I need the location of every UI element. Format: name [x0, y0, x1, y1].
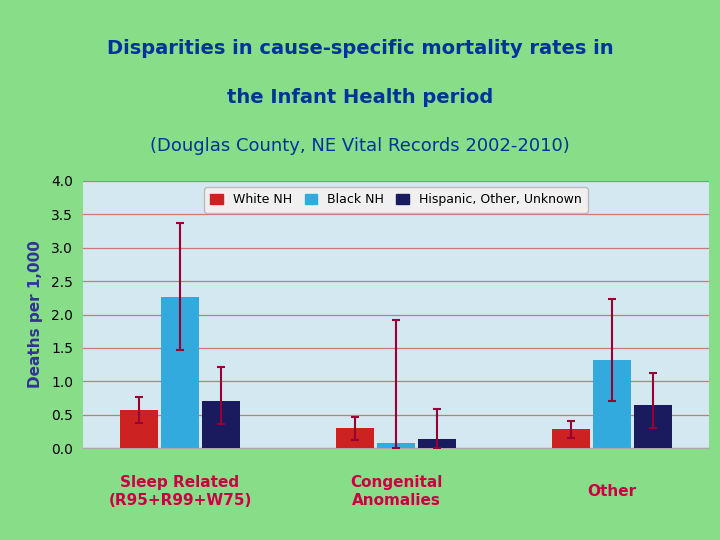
Bar: [336, 428, 374, 448]
Text: the Infant Health period: the Infant Health period: [227, 87, 493, 107]
Bar: [120, 410, 158, 448]
Bar: [161, 296, 199, 448]
Bar: [377, 443, 415, 448]
Text: (Douglas County, NE Vital Records 2002-2010): (Douglas County, NE Vital Records 2002-2…: [150, 137, 570, 155]
Text: Congenital
Anomalies: Congenital Anomalies: [350, 475, 442, 508]
Bar: [634, 405, 672, 448]
Bar: [593, 360, 631, 448]
Text: Disparities in cause-specific mortality rates in: Disparities in cause-specific mortality …: [107, 39, 613, 58]
Y-axis label: Deaths per 1,000: Deaths per 1,000: [28, 241, 42, 388]
Bar: [418, 439, 456, 448]
Text: Other: Other: [588, 484, 636, 499]
Text: Sleep Related
(R95+R99+W75): Sleep Related (R95+R99+W75): [108, 475, 252, 508]
Bar: [552, 429, 590, 448]
Bar: [202, 401, 240, 448]
Legend: White NH, Black NH, Hispanic, Other, Unknown: White NH, Black NH, Hispanic, Other, Unk…: [204, 187, 588, 213]
